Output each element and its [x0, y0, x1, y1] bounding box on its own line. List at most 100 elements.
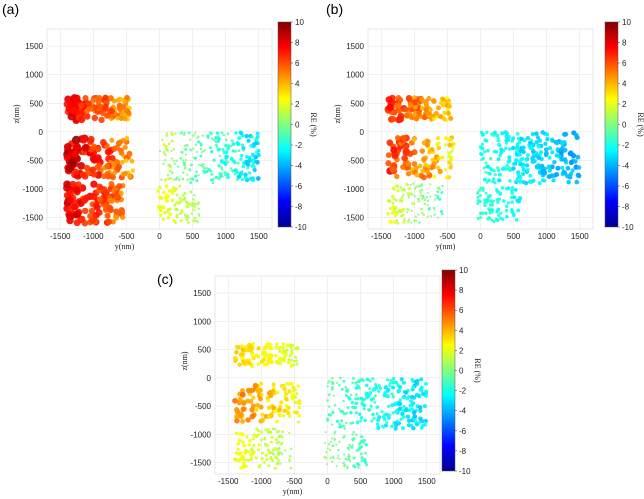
data-point: [292, 359, 297, 363]
data-point: [331, 381, 335, 385]
data-point: [394, 401, 398, 405]
data-point: [507, 147, 512, 151]
data-point: [240, 418, 246, 424]
data-point: [293, 400, 297, 404]
data-point: [188, 202, 192, 206]
data-point: [356, 397, 360, 401]
data-point: [429, 215, 433, 218]
data-point: [245, 435, 249, 439]
data-point: [264, 428, 268, 432]
data-point: [327, 393, 331, 397]
data-point: [398, 385, 403, 390]
data-point: [540, 168, 546, 174]
data-point: [375, 412, 379, 416]
data-point: [327, 443, 331, 446]
data-point: [248, 439, 252, 443]
data-point: [368, 387, 371, 391]
data-point: [181, 193, 185, 197]
data-point: [277, 413, 282, 418]
data-point: [371, 377, 375, 381]
data-point: [340, 419, 344, 423]
data-point: [496, 136, 500, 140]
data-point: [481, 188, 485, 192]
data-point: [175, 201, 178, 205]
data-point: [415, 378, 420, 384]
data-point: [93, 203, 101, 211]
data-point: [396, 221, 400, 225]
data-point: [170, 149, 173, 152]
data-point: [419, 377, 424, 382]
data-point: [251, 342, 256, 346]
data-point: [448, 115, 454, 122]
data-point: [279, 451, 282, 454]
data-point: [261, 451, 264, 455]
data-point: [72, 168, 80, 176]
data-point: [281, 350, 285, 355]
data-point: [345, 411, 349, 415]
data-point: [337, 448, 340, 452]
data-point: [257, 443, 261, 447]
data-point: [196, 220, 199, 223]
data-point: [124, 158, 129, 163]
data-point: [354, 411, 358, 415]
colorbar: [604, 21, 619, 228]
data-point: [113, 208, 120, 215]
data-point: [355, 420, 360, 425]
data-point: [532, 159, 537, 164]
data-point: [197, 174, 200, 177]
colorbar-tick-label: -4: [295, 162, 303, 171]
data-point: [484, 211, 488, 215]
data-point: [66, 212, 74, 221]
data-point: [226, 160, 230, 164]
data-point: [550, 138, 555, 143]
data-point: [392, 208, 397, 213]
data-point: [236, 174, 241, 179]
data-point: [283, 394, 287, 399]
data-point: [282, 387, 287, 392]
data-point: [450, 149, 454, 153]
data-point: [389, 166, 396, 173]
colorbar-tick-label: -6: [622, 182, 630, 191]
colorbar-tick-label: 10: [622, 18, 631, 27]
colorbar-label: RE (%): [473, 358, 482, 383]
data-point: [516, 170, 521, 175]
data-point: [240, 406, 246, 413]
data-point: [179, 131, 182, 135]
y-tick-label: 500: [198, 346, 212, 355]
data-point: [271, 427, 275, 431]
data-point: [374, 386, 379, 390]
data-point: [410, 209, 414, 213]
data-point: [405, 170, 412, 177]
data-point: [124, 108, 131, 115]
data-point: [390, 403, 395, 408]
data-point: [410, 377, 415, 382]
data-point: [234, 350, 239, 355]
data-point: [295, 362, 299, 366]
data-point: [251, 451, 255, 455]
x-tick-label: -500: [286, 477, 303, 486]
data-point: [521, 167, 526, 172]
data-point: [80, 136, 88, 144]
data-point: [226, 146, 230, 151]
data-point: [412, 395, 417, 400]
colorbar-tick-label: 4: [459, 326, 464, 335]
data-point: [251, 162, 255, 166]
data-point: [487, 171, 492, 176]
data-point: [359, 419, 363, 423]
data-point: [280, 453, 284, 456]
data-point: [530, 131, 536, 137]
data-point: [260, 417, 265, 423]
data-point: [393, 426, 398, 431]
data-point: [236, 161, 240, 165]
data-point: [71, 150, 80, 158]
data-point: [524, 158, 528, 162]
data-point: [168, 169, 172, 173]
data-point: [261, 357, 266, 362]
data-point: [481, 156, 485, 161]
data-point: [505, 214, 509, 219]
data-point: [286, 410, 291, 416]
data-point: [297, 401, 302, 406]
data-point: [342, 424, 346, 428]
data-point: [363, 418, 367, 423]
data-point: [169, 177, 173, 180]
